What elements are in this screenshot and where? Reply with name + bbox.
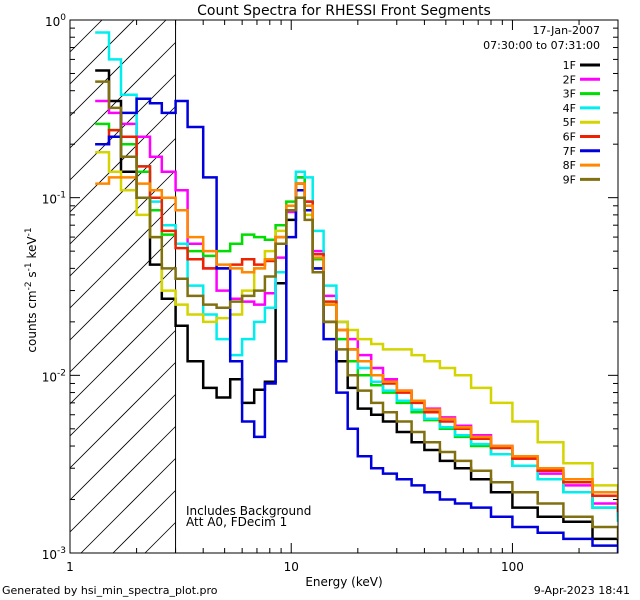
chart-title: Count Spectra for RHESSI Front Segments [197,3,491,19]
legend-label-9F: 9F [563,173,576,186]
y-tick-label: 100 [45,13,66,29]
annotation-attenuator: Att A0, FDecim 1 [186,515,287,529]
annotation-background: Includes Background [186,504,311,518]
x-axis-label: Energy (keV) [305,575,382,589]
series-line-8F [95,176,618,504]
y-label-unit: keV [25,236,39,263]
x-tick-label: 10 [284,560,299,574]
footer-timestamp: 9-Apr-2023 18:41 [534,584,630,597]
footer-generator: Generated by hsi_min_spectra_plot.pro [2,584,218,597]
y-tick-label: 10-2 [42,368,66,384]
y-axis-label: counts cm-2 s-1 keV-1 [24,227,39,352]
series-lines [95,31,618,553]
y-tick-label: 10-3 [42,546,66,562]
y-label-exp1: -2 [24,281,34,290]
legend-label-4F: 4F [563,102,576,115]
y-label-base: counts cm [25,290,39,352]
y-label-mid: s [25,271,39,281]
legend-label-1F: 1F [563,59,576,72]
x-tick-label: 1 [66,560,74,574]
legend-label-8F: 8F [563,159,576,172]
legend-label-2F: 2F [563,73,576,86]
y-tick-label: 10-1 [42,191,66,207]
time-range-label: 07:30:00 to 07:31:00 [483,39,600,52]
y-label-exp2: -1 [24,262,34,271]
x-tick-label: 100 [501,560,524,574]
date-label: 17-Jan-2007 [533,24,601,37]
plot-frame [69,19,619,554]
legend-label-3F: 3F [563,88,576,101]
y-label-exp3: -1 [24,227,34,236]
legend-label-5F: 5F [563,116,576,129]
legend-label-7F: 7F [563,145,576,158]
series-line-9F [95,80,618,539]
series-line-6F [95,128,618,513]
y-axis-ticks: 10-3 10-2 10-1 100 [42,13,618,562]
legend-label-6F: 6F [563,131,576,144]
x-axis-ticks: 1 10 100 [66,20,619,574]
